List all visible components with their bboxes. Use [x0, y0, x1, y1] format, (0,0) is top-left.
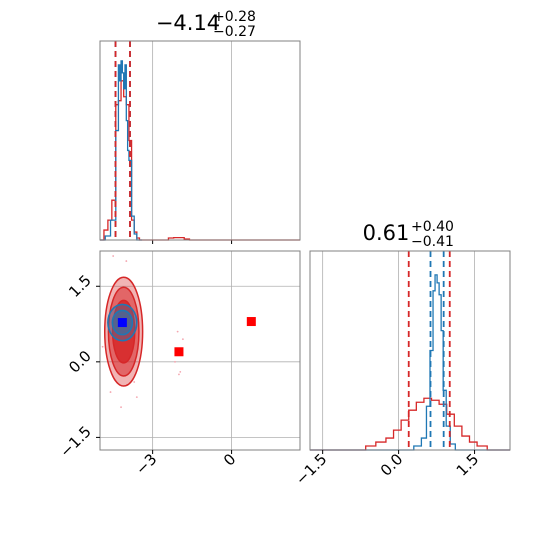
- marginal-2-title-plus: +0.40: [411, 219, 454, 235]
- marginal-2-xtick-label-1: 0.0: [377, 450, 407, 480]
- marginal-2-histograms: [310, 274, 510, 451]
- joint-y-ticks: 1.5 0.0 −1.5: [56, 271, 100, 461]
- marginal-1-title-minus: −0.27: [213, 24, 256, 40]
- joint-scatter-point-7: [179, 371, 182, 373]
- marginal-2-hist-red: [310, 397, 510, 451]
- joint-red-marker-0: [174, 347, 184, 357]
- marginal-2-title-value: 0.61: [363, 221, 410, 245]
- marginal-1-grid: [152, 41, 233, 244]
- marginal-2-xtick-label-2: 1.5: [453, 450, 483, 480]
- marginal-1-panel: −4.14 +0.28 −0.27: [99, 9, 301, 244]
- marginal-2-quantile-lines: [407, 251, 451, 450]
- marginal-2-hist-blue: [310, 274, 510, 451]
- joint-scatter-point-4: [125, 260, 128, 262]
- joint-xtick-label-1: 0: [220, 450, 239, 469]
- joint-ytick-label-2: −1.5: [56, 423, 94, 461]
- joint-scatter-point-0: [109, 391, 112, 393]
- marginal-2-title-minus: −0.41: [411, 234, 454, 250]
- joint-ytick-label-0: 1.5: [65, 271, 95, 301]
- marginal-1-frame: [99, 40, 301, 241]
- joint-scatter-point-6: [176, 330, 179, 333]
- joint-scatter-point-3: [112, 255, 115, 257]
- joint-markers: [117, 317, 256, 357]
- joint-frame: [99, 250, 301, 451]
- joint-ytick-label-1: 0.0: [65, 347, 95, 377]
- joint-scatter-point-9: [181, 338, 184, 341]
- marginal-1-quantile-lines: [114, 41, 131, 240]
- joint-scatter-point-8: [174, 360, 176, 363]
- joint-contours: [101, 255, 184, 409]
- joint-scatter-point-11: [101, 345, 104, 348]
- joint-scatter-point-5: [133, 381, 136, 383]
- joint-red-marker-1: [246, 317, 256, 327]
- joint-scatter-point-1: [120, 406, 122, 409]
- marginal-2-grid: [322, 251, 475, 450]
- joint-xtick-label-0: −3: [132, 450, 160, 478]
- marginal-1-title-plus: +0.28: [213, 9, 256, 25]
- joint-truth-marker: [117, 318, 127, 328]
- marginal-2-frame: [309, 250, 511, 451]
- marginal-2-panel: −1.5 0.0 1.5 0.61 +0.40 −0.41: [292, 219, 511, 489]
- joint-panel: −3 0 1.5 0.0 −1.5: [56, 250, 301, 478]
- joint-scatter-point-10: [178, 373, 180, 376]
- joint-x-ticks: −3 0: [132, 450, 239, 478]
- marginal-1-title-value: −4.14: [156, 11, 220, 35]
- marginal-2-x-ticks: −1.5 0.0 1.5: [292, 450, 482, 489]
- marginal-2-title: 0.61: [363, 221, 410, 245]
- marginal-1-title: −4.14: [156, 11, 220, 35]
- marginal-2-xtick-label-0: −1.5: [292, 450, 330, 488]
- marginal-1-hist-red: [100, 80, 300, 241]
- joint-scatter-point-2: [135, 396, 138, 399]
